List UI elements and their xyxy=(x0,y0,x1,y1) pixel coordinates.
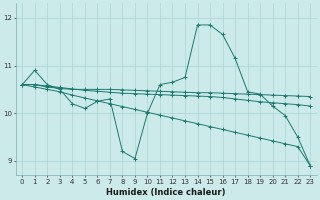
X-axis label: Humidex (Indice chaleur): Humidex (Indice chaleur) xyxy=(107,188,226,197)
